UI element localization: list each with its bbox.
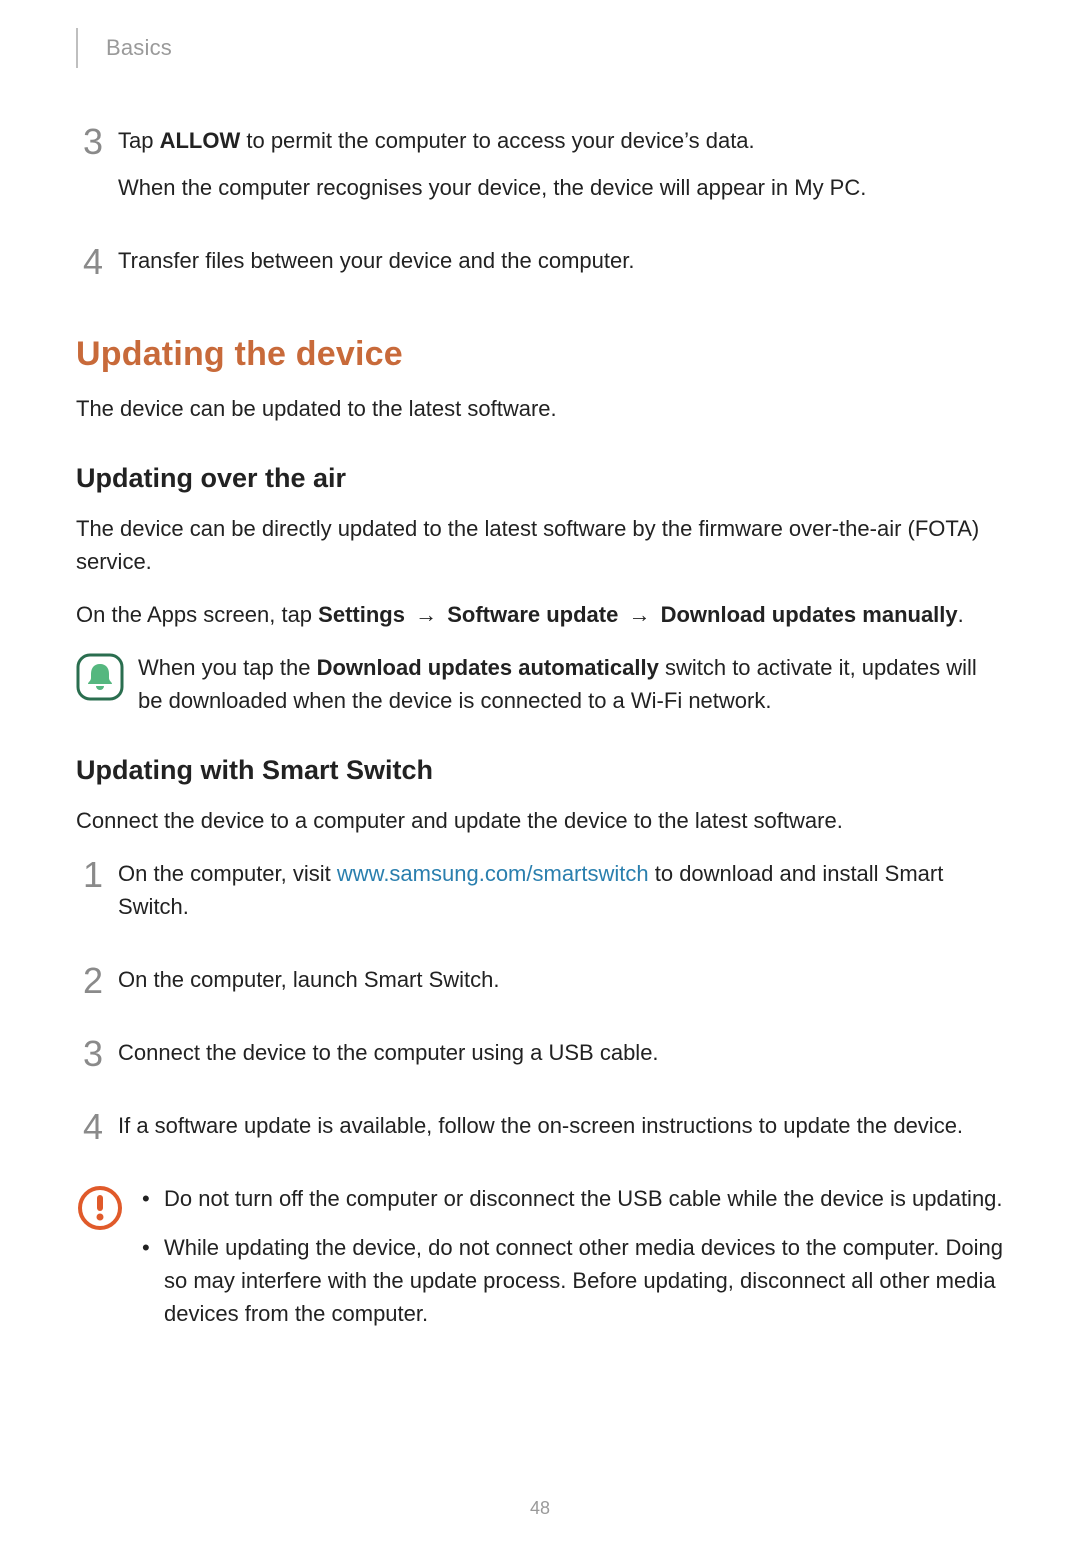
note-text: When you tap the Download updates automa… <box>138 651 1004 717</box>
page-number: 48 <box>0 1498 1080 1519</box>
step-body: Connect the device to the computer using… <box>118 1036 1004 1083</box>
header-rule <box>76 28 78 68</box>
caution-icon <box>76 1184 124 1232</box>
text-fragment: . <box>958 602 964 627</box>
arrow-icon: → <box>411 598 441 631</box>
note-callout: When you tap the Download updates automa… <box>76 651 1004 717</box>
heading-1: Updating the device <box>76 335 1004 374</box>
step-line: If a software update is available, follo… <box>118 1109 1004 1142</box>
heading-2: Updating with Smart Switch <box>76 755 1004 786</box>
step-line: When the computer recognises your device… <box>118 171 1004 204</box>
step-line: Transfer files between your device and t… <box>118 244 1004 277</box>
warning-list: Do not turn off the computer or disconne… <box>138 1182 1004 1330</box>
text-fragment: Tap <box>118 128 160 153</box>
numbered-step: 2 On the computer, launch Smart Switch. <box>76 963 1004 1010</box>
step-line: On the computer, visit www.samsung.com/s… <box>118 857 1004 923</box>
step-body: On the computer, visit www.samsung.com/s… <box>118 857 1004 937</box>
bold-text: ALLOW <box>160 128 241 153</box>
paragraph: On the Apps screen, tap Settings → Softw… <box>76 598 1004 631</box>
bold-text: Software update <box>447 602 618 627</box>
bell-icon <box>76 653 124 701</box>
warning-callout: Do not turn off the computer or disconne… <box>76 1182 1004 1346</box>
list-item: While updating the device, do not connec… <box>138 1231 1004 1330</box>
hyperlink[interactable]: www.samsung.com/smartswitch <box>337 861 649 886</box>
breadcrumb: Basics <box>106 35 172 61</box>
document-page: Basics 3 Tap ALLOW to permit the compute… <box>0 28 1080 1555</box>
bold-text: Settings <box>318 602 405 627</box>
bold-text: Download updates manually <box>661 602 958 627</box>
numbered-step: 4 If a software update is available, fol… <box>76 1109 1004 1156</box>
page-header: Basics <box>76 28 1004 68</box>
step-line: Tap ALLOW to permit the computer to acce… <box>118 124 1004 157</box>
paragraph: The device can be directly updated to th… <box>76 512 1004 578</box>
paragraph: The device can be updated to the latest … <box>76 392 1004 425</box>
step-body: On the computer, launch Smart Switch. <box>118 963 1004 1010</box>
arrow-icon: → <box>624 598 654 631</box>
bold-text: Download updates automatically <box>317 655 659 680</box>
numbered-step: 4 Transfer files between your device and… <box>76 244 1004 291</box>
step-number: 4 <box>76 1109 110 1145</box>
warning-text: Do not turn off the computer or disconne… <box>138 1182 1004 1346</box>
text-fragment: When you tap the <box>138 655 317 680</box>
step-number: 1 <box>76 857 110 893</box>
heading-2: Updating over the air <box>76 463 1004 494</box>
step-number: 3 <box>76 124 110 160</box>
numbered-step: 3 Connect the device to the computer usi… <box>76 1036 1004 1083</box>
text-fragment: On the computer, visit <box>118 861 337 886</box>
paragraph: Connect the device to a computer and upd… <box>76 804 1004 837</box>
step-number: 4 <box>76 244 110 280</box>
step-body: Tap ALLOW to permit the computer to acce… <box>118 124 1004 218</box>
step-line: Connect the device to the computer using… <box>118 1036 1004 1069</box>
step-body: If a software update is available, follo… <box>118 1109 1004 1156</box>
step-number: 3 <box>76 1036 110 1072</box>
step-number: 2 <box>76 963 110 999</box>
list-item: Do not turn off the computer or disconne… <box>138 1182 1004 1215</box>
numbered-step: 1 On the computer, visit www.samsung.com… <box>76 857 1004 937</box>
step-line: On the computer, launch Smart Switch. <box>118 963 1004 996</box>
step-body: Transfer files between your device and t… <box>118 244 1004 291</box>
text-fragment: On the Apps screen, tap <box>76 602 318 627</box>
text-fragment: to permit the computer to access your de… <box>240 128 754 153</box>
numbered-step: 3 Tap ALLOW to permit the computer to ac… <box>76 124 1004 218</box>
